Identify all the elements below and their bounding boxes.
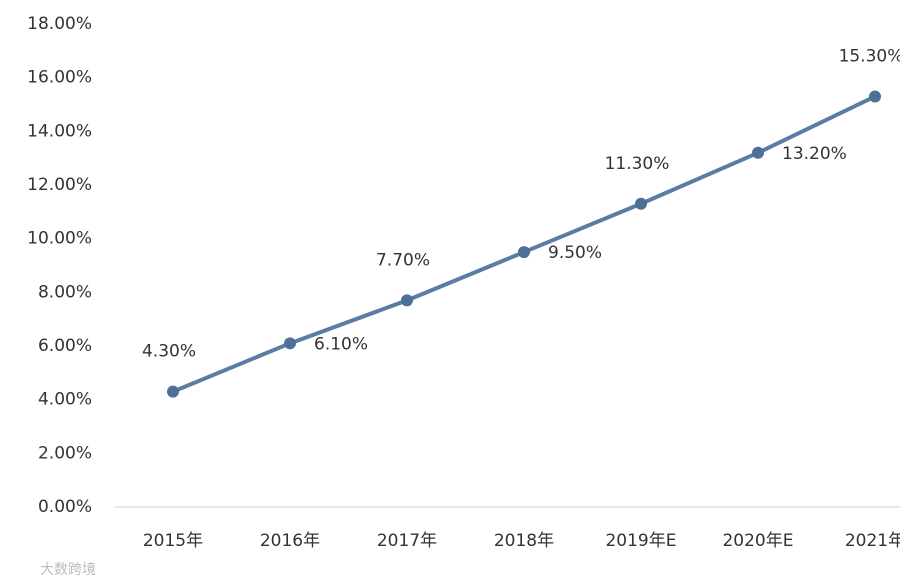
point [284,337,296,350]
x-tick-label: 2020年E [722,531,793,551]
y-tick-label: 8.00% [38,282,92,302]
data-label: 15.30% [839,46,900,66]
point [401,294,413,307]
x-tick-label: 2019年E [605,531,676,551]
data-label: 6.10% [314,334,368,354]
y-tick-label: 10.00% [27,229,92,249]
y-tick-label: 2.00% [38,443,92,463]
y-tick-label: 16.00% [27,68,92,88]
watermark: 大数跨境 [40,562,96,578]
x-tick-label: 2021年 [845,531,900,551]
y-tick-label: 4.00% [38,390,92,410]
y-tick-label: 6.00% [38,336,92,356]
line [172,94,876,394]
y-tick-label: 0.00% [38,497,92,517]
data-label: 7.70% [376,250,430,270]
point [635,197,647,210]
data-label: 13.20% [782,144,847,164]
x-tick-label: 2017年 [377,531,437,551]
y-tick-label: 12.00% [27,175,92,195]
point [518,246,530,259]
x-tick-label: 2016年 [260,531,320,551]
y-tick-label: 18.00% [27,14,92,34]
x-tick-label: 2015年 [143,531,203,551]
data-label: 11.30% [605,154,670,174]
data-label: 9.50% [548,243,602,263]
y-tick-label: 14.00% [27,121,92,141]
point [167,385,179,398]
data-label: 4.30% [142,342,196,362]
point [869,90,881,103]
point [752,146,764,159]
x-tick-label: 2018年 [494,531,554,551]
